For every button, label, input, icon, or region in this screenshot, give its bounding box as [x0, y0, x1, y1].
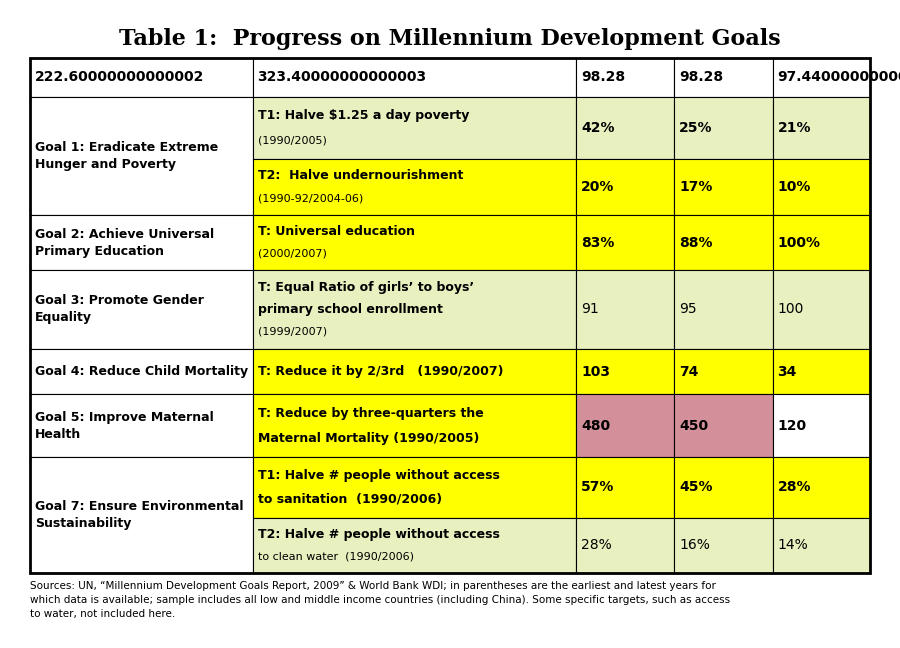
Text: 74: 74 — [680, 365, 698, 378]
Text: 222.60000000000002: 222.60000000000002 — [35, 70, 204, 84]
Text: 120: 120 — [778, 419, 806, 433]
Bar — [674, 58, 772, 97]
Bar — [253, 395, 576, 457]
Bar — [674, 395, 772, 457]
Bar — [30, 97, 253, 214]
Bar — [253, 270, 576, 349]
Bar — [674, 214, 772, 270]
Text: 97.44000000000001: 97.44000000000001 — [778, 70, 900, 84]
Bar — [30, 214, 253, 270]
Text: 98.28: 98.28 — [680, 70, 724, 84]
Text: 100: 100 — [778, 303, 804, 316]
Text: to sanitation  (1990/2006): to sanitation (1990/2006) — [257, 493, 442, 506]
Bar — [30, 395, 253, 457]
Bar — [674, 159, 772, 214]
Text: 83%: 83% — [581, 235, 615, 249]
Bar — [576, 395, 674, 457]
Text: T1: Halve $1.25 a day poverty: T1: Halve $1.25 a day poverty — [257, 109, 469, 122]
Text: 34: 34 — [778, 365, 796, 378]
Text: 57%: 57% — [581, 480, 615, 494]
Bar — [253, 58, 576, 97]
Bar — [576, 457, 674, 518]
Text: Goal 3: Promote Gender
Equality: Goal 3: Promote Gender Equality — [35, 294, 204, 325]
Text: 14%: 14% — [778, 538, 808, 552]
Bar — [253, 214, 576, 270]
Bar — [253, 349, 576, 395]
Text: T: Equal Ratio of girls’ to boys’: T: Equal Ratio of girls’ to boys’ — [257, 281, 473, 294]
Text: 103: 103 — [581, 365, 610, 378]
Text: 480: 480 — [581, 419, 610, 433]
Text: T: Universal education: T: Universal education — [257, 225, 419, 238]
Text: 323.40000000000003: 323.40000000000003 — [257, 70, 427, 84]
Text: T: Reduce by three-quarters the: T: Reduce by three-quarters the — [257, 407, 483, 420]
Bar — [576, 349, 674, 395]
Bar — [576, 270, 674, 349]
Text: Maternal Mortality (1990/2005): Maternal Mortality (1990/2005) — [257, 432, 479, 445]
Bar — [772, 457, 870, 518]
Bar — [30, 58, 253, 97]
Text: 95: 95 — [680, 303, 697, 316]
Text: 45%: 45% — [680, 480, 713, 494]
Text: 450: 450 — [680, 419, 708, 433]
Text: 42%: 42% — [581, 121, 615, 135]
Bar — [772, 214, 870, 270]
Bar — [674, 349, 772, 395]
Text: 20%: 20% — [581, 180, 615, 194]
Bar — [674, 270, 772, 349]
Bar — [576, 97, 674, 159]
Text: Goal 5: Improve Maternal
Health: Goal 5: Improve Maternal Health — [35, 411, 214, 441]
Text: (1999/2007): (1999/2007) — [257, 327, 327, 337]
Bar — [30, 457, 253, 573]
Text: primary school enrollment: primary school enrollment — [257, 303, 443, 316]
Text: Table 1:  Progress on Millennium Development Goals: Table 1: Progress on Millennium Developm… — [119, 28, 781, 50]
Text: T: Reduce it by 2/3rd   (1990/2007): T: Reduce it by 2/3rd (1990/2007) — [257, 365, 503, 378]
Bar — [772, 270, 870, 349]
Bar — [253, 457, 576, 518]
Text: 91: 91 — [581, 303, 598, 316]
Bar — [576, 58, 674, 97]
Text: (1990-92/2004-06): (1990-92/2004-06) — [257, 193, 363, 203]
Bar — [253, 97, 576, 159]
Text: 17%: 17% — [680, 180, 713, 194]
Text: Sources: UN, “Millennium Development Goals Report, 2009” & World Bank WDI; in pa: Sources: UN, “Millennium Development Goa… — [30, 581, 730, 619]
Text: 25%: 25% — [680, 121, 713, 135]
Text: (1990/2005): (1990/2005) — [257, 135, 327, 146]
Text: 100%: 100% — [778, 235, 821, 249]
Text: Goal 2: Achieve Universal
Primary Education: Goal 2: Achieve Universal Primary Educat… — [35, 227, 214, 257]
Text: 28%: 28% — [581, 538, 612, 552]
Bar — [772, 58, 870, 97]
Text: 28%: 28% — [778, 480, 811, 494]
Bar — [30, 58, 870, 573]
Bar — [576, 518, 674, 573]
Bar — [674, 457, 772, 518]
Text: 88%: 88% — [680, 235, 713, 249]
Bar — [674, 97, 772, 159]
Text: Goal 1: Eradicate Extreme
Hunger and Poverty: Goal 1: Eradicate Extreme Hunger and Pov… — [35, 141, 218, 170]
Text: 10%: 10% — [778, 180, 811, 194]
Bar — [772, 395, 870, 457]
Text: to clean water  (1990/2006): to clean water (1990/2006) — [257, 551, 414, 561]
Bar — [772, 159, 870, 214]
Bar — [772, 97, 870, 159]
Bar — [253, 518, 576, 573]
Bar — [772, 518, 870, 573]
Text: T2:  Halve undernourishment: T2: Halve undernourishment — [257, 170, 463, 183]
Text: T2: Halve # people without access: T2: Halve # people without access — [257, 527, 500, 540]
Bar — [30, 270, 253, 349]
Bar — [253, 159, 576, 214]
Text: Goal 7: Ensure Environmental
Sustainability: Goal 7: Ensure Environmental Sustainabil… — [35, 500, 244, 530]
Bar — [30, 349, 253, 395]
Bar — [674, 518, 772, 573]
Text: Goal 4: Reduce Child Mortality: Goal 4: Reduce Child Mortality — [35, 365, 248, 378]
Text: 16%: 16% — [680, 538, 710, 552]
Text: 21%: 21% — [778, 121, 811, 135]
Bar — [576, 214, 674, 270]
Bar — [576, 159, 674, 214]
Text: T1: Halve # people without access: T1: Halve # people without access — [257, 469, 500, 482]
Text: (2000/2007): (2000/2007) — [257, 249, 327, 259]
Text: 98.28: 98.28 — [581, 70, 625, 84]
Bar — [772, 349, 870, 395]
